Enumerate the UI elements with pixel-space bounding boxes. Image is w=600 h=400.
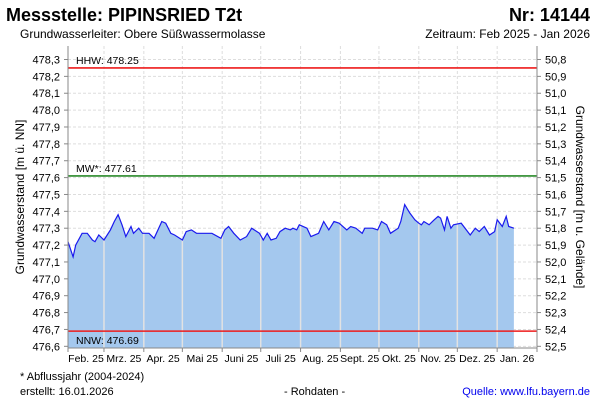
- x-tick-label: Dez. 25: [459, 353, 495, 365]
- y-tick-label-left: 477,8: [32, 139, 60, 151]
- y-tick-label-right: 51,6: [545, 189, 566, 201]
- y-tick-label-right: 51,4: [545, 156, 566, 168]
- y-tick-label-left: 478,3: [32, 54, 60, 66]
- x-tick-label: Feb. 25: [68, 353, 104, 365]
- y-tick-label-left: 477,2: [32, 240, 60, 252]
- y-tick-label-right: 52,2: [545, 291, 566, 303]
- y-tick-label-right: 50,8: [545, 54, 566, 66]
- y-tick-label-left: 476,6: [32, 341, 60, 353]
- y-tick-label-left: 478,0: [32, 105, 60, 117]
- y-tick-label-left: 477,5: [32, 189, 60, 201]
- water-level-line: [67, 203, 515, 260]
- y-tick-label-left: 476,7: [32, 324, 60, 336]
- threshold-hhw-label: HHW: 478.25: [76, 55, 139, 67]
- y-tick-label-right: 51,7: [545, 206, 566, 218]
- y-tick-label-right: 51,3: [545, 139, 566, 151]
- x-tick-label: Sept. 25: [340, 353, 379, 365]
- threshold-nnw-label: NNW: 476.69: [76, 335, 139, 347]
- y-tick-label-right: 52,0: [545, 257, 566, 269]
- x-tick-label: Mai 25: [187, 353, 219, 365]
- x-tick-label: Mrz. 25: [106, 353, 141, 365]
- period-label: Zeitraum: Feb 2025 - Jan 2026: [425, 27, 590, 41]
- y-tick-label-left: 477,4: [32, 206, 60, 218]
- source-link[interactable]: Quelle: www.lfu.bayern.de: [462, 386, 590, 398]
- x-tick-label: Okt. 25: [382, 353, 416, 365]
- x-tick-label: Jan. 26: [500, 353, 535, 365]
- y-tick-label-right: 51,5: [545, 173, 566, 185]
- y-tick-label-right: 51,2: [545, 122, 566, 134]
- y-axis-label-left: Grundwasserstand [m ü. NN]: [13, 120, 27, 275]
- y-tick-label-left: 477,7: [32, 156, 60, 168]
- y-tick-label-right: 52,5: [545, 341, 566, 353]
- y-tick-label-right: 51,8: [545, 223, 566, 235]
- y-tick-label-left: 477,9: [32, 122, 60, 134]
- y-tick-label-right: 52,4: [545, 324, 566, 336]
- x-tick-label: Juni 25: [225, 353, 259, 365]
- y-tick-label-left: 477,3: [32, 223, 60, 235]
- x-tick-label: Apr. 25: [146, 353, 179, 365]
- x-tick-label: Juli 25: [265, 353, 296, 365]
- y-tick-label-left: 478,2: [32, 71, 60, 83]
- raw-data-label: - Rohdaten -: [284, 386, 346, 398]
- station-number: Nr: 14144: [508, 5, 590, 25]
- threshold-mw-label: MW*: 477.61: [76, 163, 137, 175]
- x-tick-label: Nov. 25: [420, 353, 456, 365]
- footnote: * Abflussjahr (2004-2024): [20, 371, 145, 383]
- y-tick-label-left: 477,0: [32, 274, 60, 286]
- y-tick-label-right: 50,9: [545, 71, 566, 83]
- station-title: Messstelle: PIPINSRIED T2t: [6, 5, 243, 25]
- y-tick-label-left: 477,6: [32, 173, 60, 185]
- y-tick-label-left: 476,8: [32, 308, 60, 320]
- aquifer-label: Grundwasserleiter: Obere Süßwassermolass…: [20, 27, 266, 41]
- y-tick-label-left: 478,1: [32, 88, 60, 100]
- y-axis-label-right: Grundwasserstand [m u. Gelände]: [573, 106, 587, 289]
- y-tick-label-right: 51,0: [545, 88, 566, 100]
- y-tick-label-right: 52,3: [545, 308, 566, 320]
- y-tick-label-left: 477,1: [32, 257, 60, 269]
- y-tick-label-right: 51,9: [545, 240, 566, 252]
- x-tick-label: Aug. 25: [302, 353, 338, 365]
- water-level-area: [68, 204, 514, 348]
- y-tick-label-left: 476,9: [32, 291, 60, 303]
- y-tick-label-right: 52,1: [545, 274, 566, 286]
- y-tick-label-right: 51,1: [545, 105, 566, 117]
- created-date: erstellt: 16.01.2026: [20, 386, 114, 398]
